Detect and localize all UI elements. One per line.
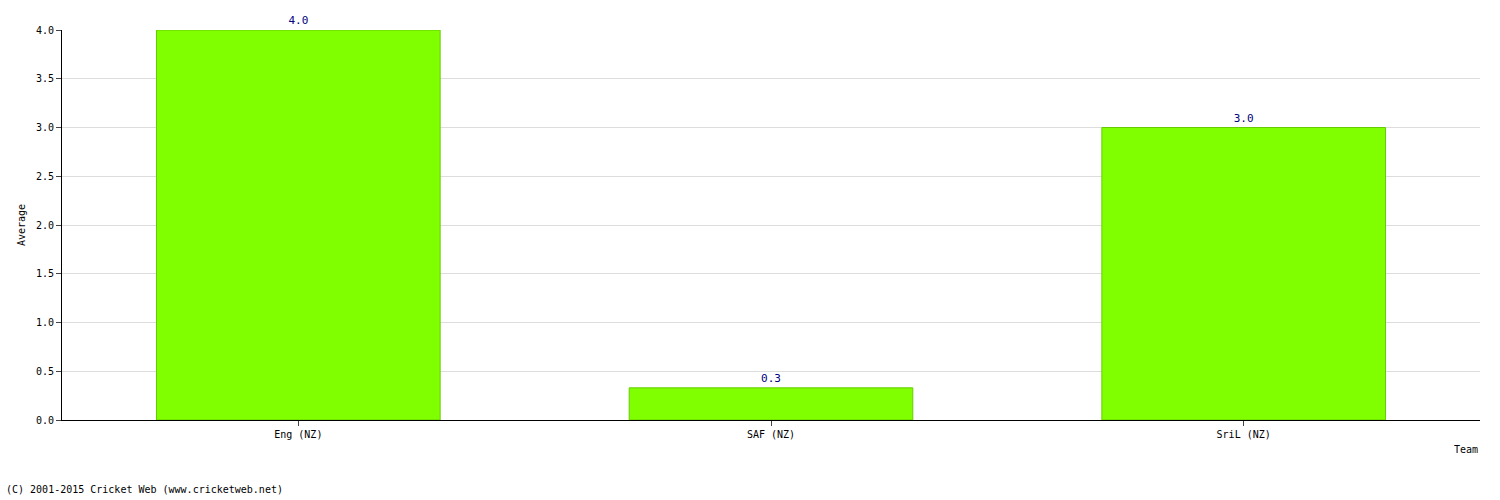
svg-text:(C) 2001-2015 Cricket Web (www: (C) 2001-2015 Cricket Web (www.cricketwe… [6, 484, 283, 495]
svg-text:Average: Average [16, 204, 27, 246]
svg-text:2.0: 2.0 [36, 220, 54, 231]
svg-text:Team: Team [1454, 444, 1478, 455]
svg-text:4.0: 4.0 [288, 14, 308, 27]
svg-text:0.0: 0.0 [36, 415, 54, 426]
svg-text:0.5: 0.5 [36, 366, 54, 377]
svg-text:Eng (NZ): Eng (NZ) [274, 429, 322, 440]
svg-text:3.0: 3.0 [1234, 112, 1254, 125]
svg-text:SriL (NZ): SriL (NZ) [1217, 429, 1271, 440]
svg-text:1.0: 1.0 [36, 317, 54, 328]
svg-text:3.5: 3.5 [36, 73, 54, 84]
svg-text:0.3: 0.3 [761, 372, 781, 385]
svg-text:3.0: 3.0 [36, 122, 54, 133]
svg-text:SAF (NZ): SAF (NZ) [747, 429, 795, 440]
svg-text:1.5: 1.5 [36, 268, 54, 279]
svg-text:2.5: 2.5 [36, 171, 54, 182]
svg-text:4.0: 4.0 [36, 25, 54, 36]
